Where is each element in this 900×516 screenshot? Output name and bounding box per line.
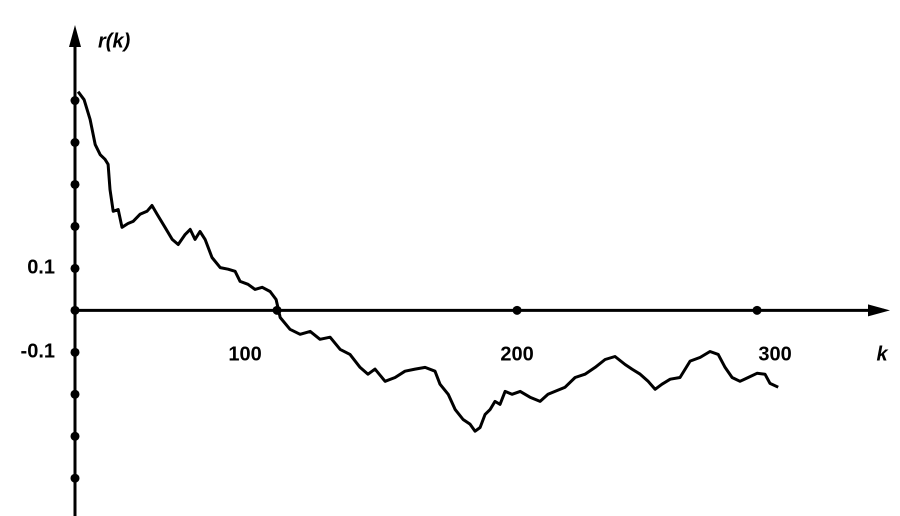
x-tick-dot: [752, 305, 762, 315]
x-tick-dot: [512, 305, 522, 315]
y-axis-arrow: [69, 25, 81, 47]
y-tick-dot: [70, 473, 80, 483]
x-tick-label: 300: [758, 344, 791, 366]
x-tick-label: 200: [500, 344, 533, 366]
y-tick-dot: [70, 389, 80, 399]
y-tick-dot: [70, 96, 80, 106]
y-tick-dot: [70, 263, 80, 273]
y-tick-dot: [70, 179, 80, 189]
y-axis-label: r(k): [98, 30, 131, 52]
data-line: [76, 90, 779, 433]
y-tick-dot: [70, 221, 80, 231]
y-tick-dot: [70, 138, 80, 148]
x-axis-arrow: [868, 304, 890, 317]
y-tick-dot: [70, 431, 80, 441]
x-tick-label: 100: [228, 344, 261, 366]
y-tick-dot: [70, 305, 80, 315]
x-axis-label: k: [876, 343, 888, 365]
y-tick-dot: [70, 347, 80, 357]
y-tick-label: -0.1: [21, 341, 55, 363]
y-tick-label: 0.1: [27, 257, 55, 279]
